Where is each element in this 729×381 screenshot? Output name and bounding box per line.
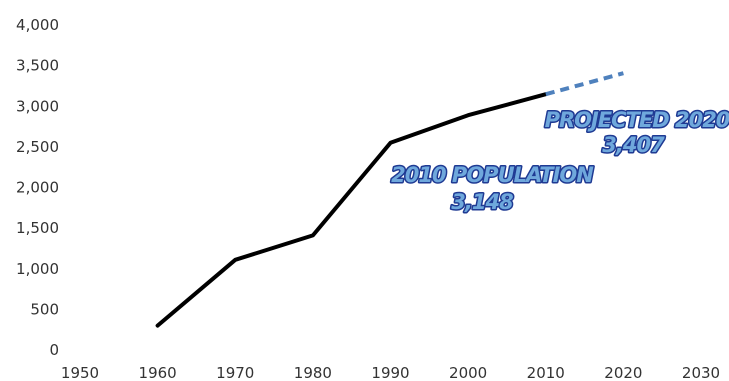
- y-tick-label: 3,000: [16, 97, 59, 115]
- population-series-line: [155, 92, 548, 328]
- y-tick-label: 2,000: [16, 179, 59, 197]
- annotation-2010-value: 3,148: [451, 190, 513, 214]
- projected-series-line: [545, 71, 624, 97]
- series-layer: [155, 71, 624, 328]
- annotation-layer: 2010 POPULATION 3,148 PROJECTED 2020 3,4…: [390, 107, 729, 216]
- annotation-2010-label: 2010 POPULATION: [391, 163, 594, 187]
- x-tick-label: 1950: [61, 364, 99, 381]
- x-tick-label: 2010: [527, 364, 565, 381]
- annotation-2010-population: 2010 POPULATION 3,148: [390, 162, 597, 216]
- y-tick-label: 2,500: [16, 138, 59, 156]
- y-tick-label: 3,500: [16, 57, 59, 75]
- x-axis-ticks: 1950 1960 1970 1980 1990 2000 2010 2020 2030: [61, 364, 720, 381]
- x-tick-label: 1990: [371, 364, 409, 381]
- y-tick-label: 4,000: [16, 16, 59, 34]
- x-tick-label: 2030: [682, 364, 720, 381]
- y-tick-label: 0: [49, 341, 59, 359]
- y-tick-label: 1,500: [16, 219, 59, 237]
- x-tick-label: 1960: [139, 364, 177, 381]
- y-axis-ticks: 0 500 1,000 1,500 2,000 2,500 3,000 3,500 4,000: [16, 16, 59, 359]
- annotation-projected-2020: PROJECTED 2020 3,407: [543, 107, 729, 159]
- x-tick-label: 1980: [294, 364, 332, 381]
- annotation-2020-value: 3,407: [602, 133, 665, 157]
- x-tick-label: 1970: [216, 364, 254, 381]
- y-tick-label: 1,000: [16, 260, 59, 278]
- x-tick-label: 2020: [604, 364, 642, 381]
- y-tick-label: 500: [30, 300, 59, 318]
- x-tick-label: 2000: [449, 364, 487, 381]
- annotation-2020-label: PROJECTED 2020: [545, 108, 729, 132]
